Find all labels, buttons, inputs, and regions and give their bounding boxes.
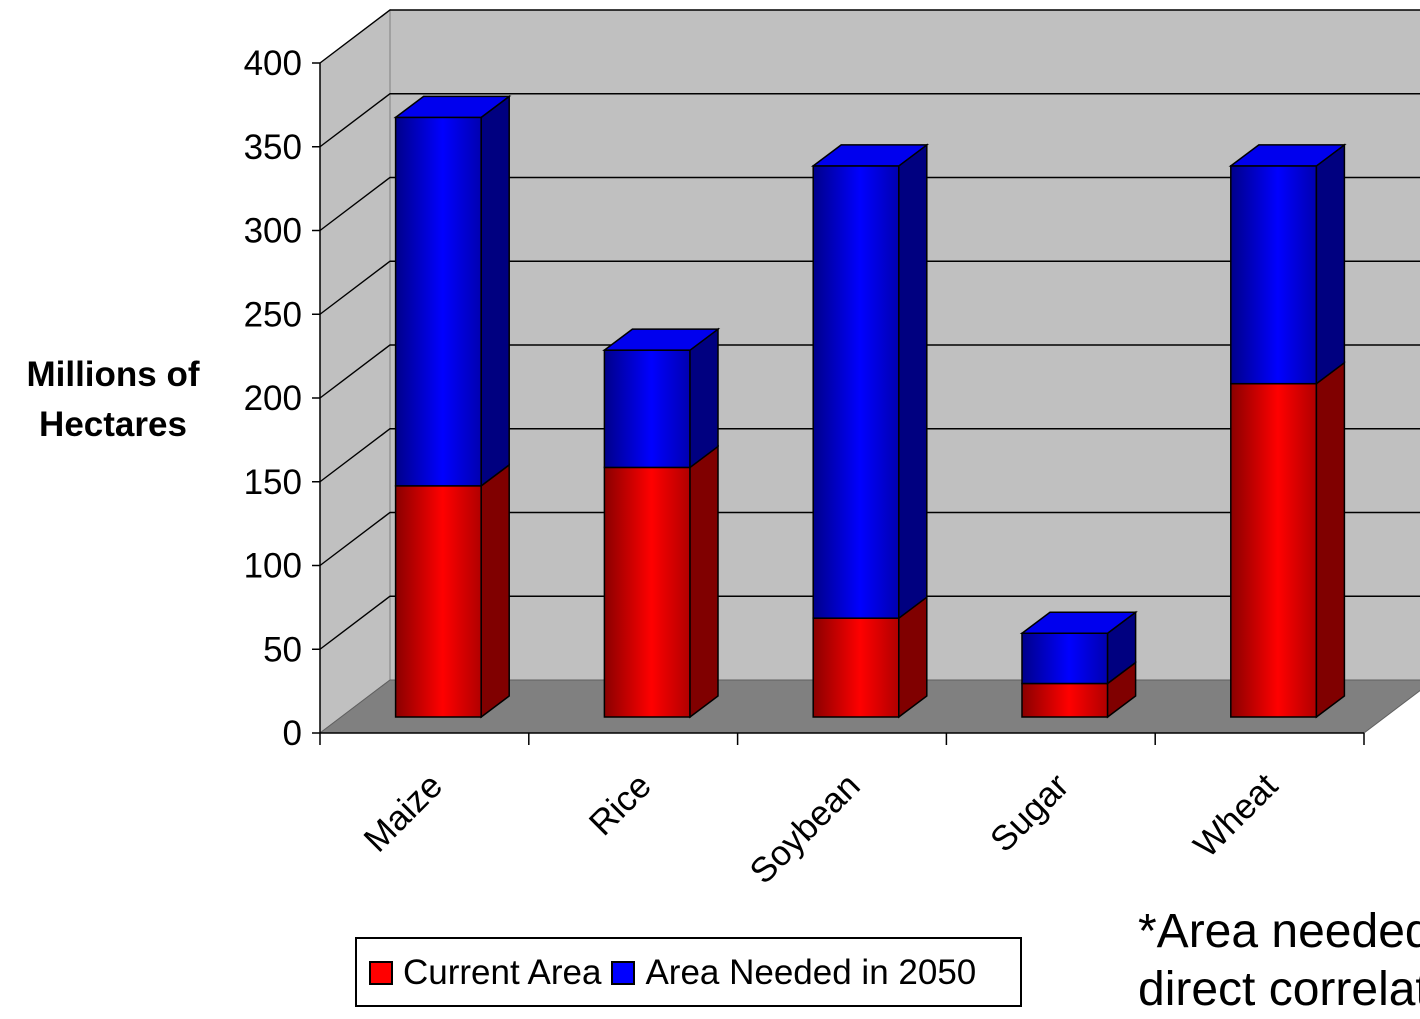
y-axis-label: Millions of Hectares [26,355,200,444]
bar-maize-area-needed-top [393,95,512,119]
footnote: *Area needed direct correlat [1138,903,1420,1019]
bar-sugar-current-area [1021,682,1109,718]
bar-sugar-area-needed [1021,632,1109,685]
chart: 0 50 100 150 200 250 300 350 400 Maize Rice Soybea… [244,8,1420,891]
bar-maize-current-area-side [480,463,510,719]
gridline [319,260,1420,315]
bar-soybean-area-needed-top [810,144,930,167]
bar-soybean-area-needed [812,165,900,619]
y-axis: 0 50 100 150 200 250 300 350 400 [244,44,321,753]
y-tick-label: 200 [244,379,302,418]
bar-rice-area-needed-side [689,327,719,469]
x-tick-label: Wheat [1186,766,1285,865]
bar-maize-area-needed [394,116,482,487]
bars [393,94,1347,719]
gridline [319,595,1420,650]
bar-wheat-current-area-side [1315,361,1346,719]
bar-group-soybean [810,143,930,719]
legend: Current Area Area Needed in 2050 [355,937,1022,1007]
gridline [319,9,1420,64]
x-axis: Maize Rice Soybean Sugar Wheat [319,732,1365,891]
bar-rice-area-needed-top [602,328,721,351]
gridline [319,176,1420,232]
bar-sugar-area-needed-top [1019,611,1138,634]
x-tick-label: Sugar [983,766,1077,860]
y-tick-label: 0 [283,714,302,753]
y-tick-label: 50 [263,630,302,669]
legend-swatch-current-area [369,961,393,985]
y-tick-label: 400 [244,44,302,83]
y-tick-label: 250 [244,295,302,334]
bar-maize-area-needed-side [480,94,510,488]
x-tick-label: Soybean [742,766,867,891]
gridline [319,428,1420,483]
bar-group-wheat [1228,143,1347,719]
bar-group-sugar [1019,610,1138,719]
legend-label-area-needed: Area Needed in 2050 [645,953,977,992]
y-tick-label: 350 [244,128,302,167]
y-tick-label: 100 [244,547,302,586]
y-tick-label: 150 [244,463,302,502]
legend-item-area-needed: Area Needed in 2050 [611,953,976,993]
bar-soybean-current-area [812,617,900,718]
bar-wheat-area-needed [1230,165,1318,385]
gridline [319,93,1420,148]
legend-swatch-area-needed [611,961,636,985]
gridline [319,511,1420,567]
legend-item-current-area: Current Area [369,953,601,993]
footnote-line-1: *Area needed [1138,905,1420,958]
y-tick-label: 300 [244,212,302,251]
bar-group-rice [602,327,721,719]
legend-label-current-area: Current Area [403,953,602,992]
bar-rice-current-area [603,466,691,718]
bar-maize-current-area [394,485,482,718]
bar-wheat-area-needed-side [1315,143,1346,386]
bar-wheat-current-area [1230,382,1318,718]
x-tick-label: Maize [356,766,450,860]
bar-rice-current-area-side [689,444,719,719]
gridline [319,344,1420,399]
bar-wheat-area-needed-top [1228,144,1347,167]
footnote-line-2: direct correlat [1138,963,1420,1016]
x-tick-label: Rice [582,766,659,843]
bar-soybean-area-needed-side [898,143,928,620]
bar-group-maize [393,94,512,719]
bar-rice-area-needed [603,349,691,469]
